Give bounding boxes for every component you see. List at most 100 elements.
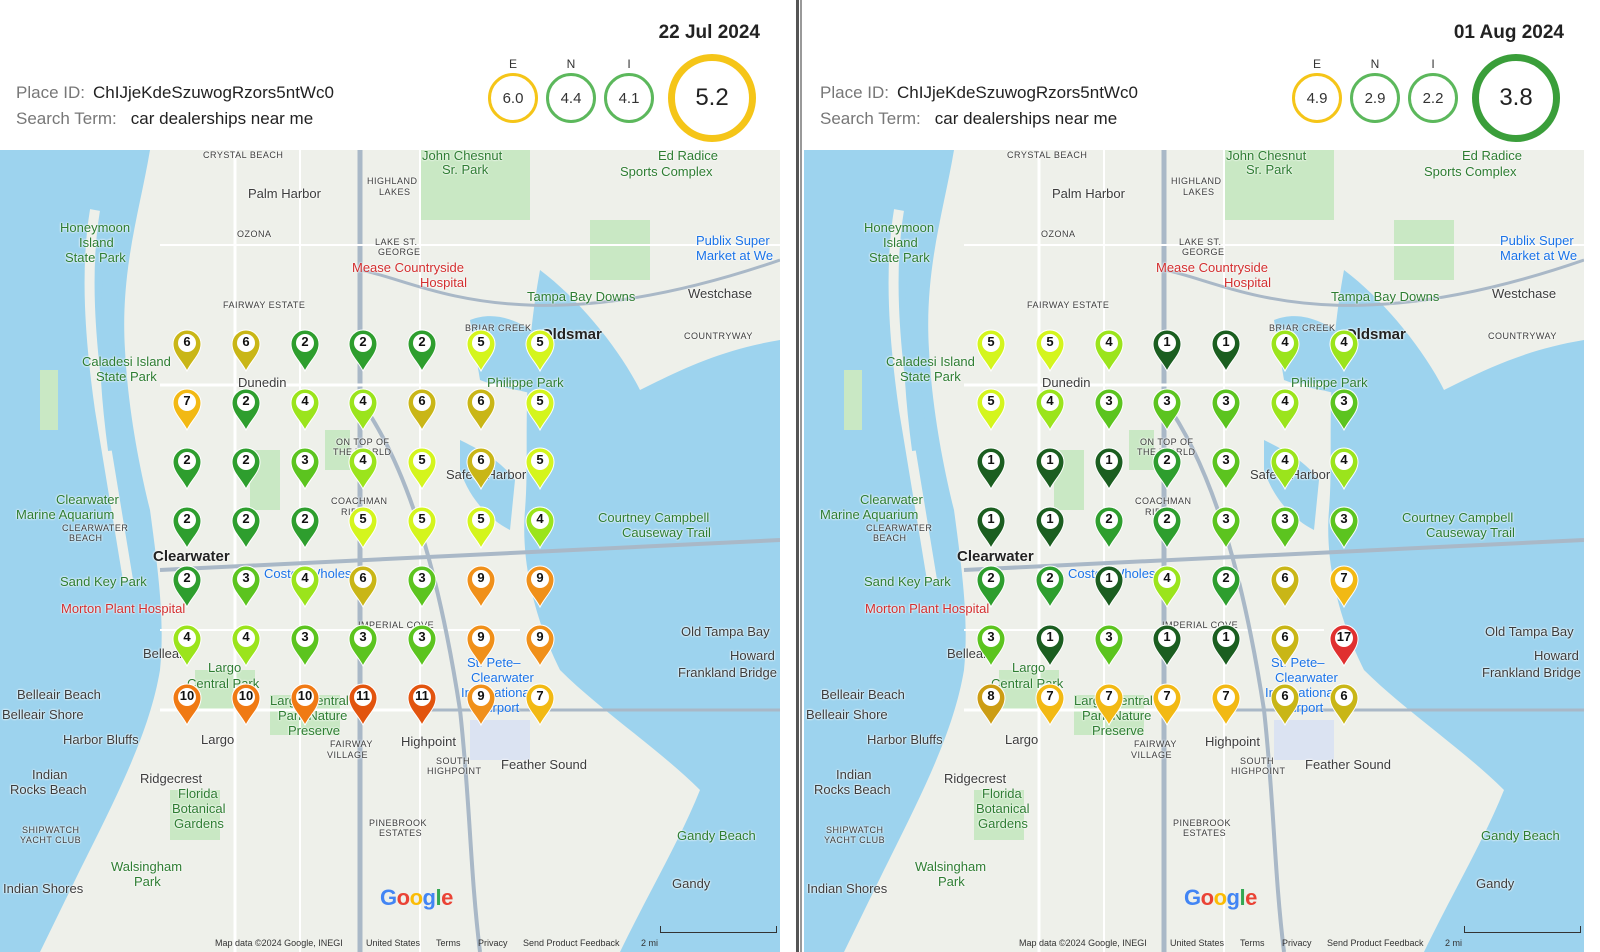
rank-pin[interactable]: 1 <box>1209 328 1243 372</box>
search-term-value[interactable]: car dealerships near me <box>130 109 314 128</box>
rank-pin[interactable]: 4 <box>1092 328 1126 372</box>
rank-pin[interactable]: 7 <box>523 682 557 726</box>
rank-pin[interactable]: 6 <box>405 387 439 431</box>
rank-pin[interactable]: 9 <box>523 623 557 667</box>
rank-pin[interactable]: 3 <box>1327 387 1361 431</box>
rank-pin[interactable]: 2 <box>974 564 1008 608</box>
rank-pin[interactable]: 9 <box>464 623 498 667</box>
rank-pin[interactable]: 3 <box>974 623 1008 667</box>
rank-pin[interactable]: 7 <box>1092 682 1126 726</box>
rank-pin[interactable]: 5 <box>1033 328 1067 372</box>
rank-pin[interactable]: 3 <box>229 564 263 608</box>
rank-pin[interactable]: 1 <box>1033 505 1067 549</box>
rank-pin[interactable]: 1 <box>974 505 1008 549</box>
rank-pin[interactable]: 10 <box>170 682 204 726</box>
rank-pin[interactable]: 4 <box>1150 564 1184 608</box>
rank-pin[interactable]: 7 <box>170 387 204 431</box>
rank-pin[interactable]: 7 <box>1150 682 1184 726</box>
rank-pin[interactable]: 3 <box>1092 387 1126 431</box>
footer-country[interactable]: United States <box>366 938 421 948</box>
footer-country[interactable]: United States <box>1170 938 1225 948</box>
rank-pin[interactable]: 1 <box>1092 446 1126 490</box>
rank-pin[interactable]: 6 <box>1268 564 1302 608</box>
footer-privacy-link[interactable]: Privacy <box>478 938 508 948</box>
rank-pin[interactable]: 3 <box>288 623 322 667</box>
rank-pin[interactable]: 3 <box>288 446 322 490</box>
rank-pin[interactable]: 2 <box>170 564 204 608</box>
rank-pin[interactable]: 4 <box>288 387 322 431</box>
place-id-value[interactable]: ChIJjeKdeSzuwogRzors5ntWc0 <box>896 83 1138 102</box>
rank-pin[interactable]: 5 <box>523 387 557 431</box>
rank-pin[interactable]: 6 <box>170 328 204 372</box>
rank-pin[interactable]: 1 <box>1033 623 1067 667</box>
rank-pin[interactable]: 2 <box>1092 505 1126 549</box>
rank-pin[interactable]: 6 <box>1327 682 1361 726</box>
rank-pin[interactable]: 9 <box>464 682 498 726</box>
rank-pin[interactable]: 4 <box>1327 446 1361 490</box>
rank-pin[interactable]: 4 <box>288 564 322 608</box>
footer-feedback-link[interactable]: Send Product Feedback <box>523 938 620 948</box>
rank-pin[interactable]: 3 <box>346 623 380 667</box>
rank-pin[interactable]: 1 <box>974 446 1008 490</box>
rank-pin[interactable]: 5 <box>464 505 498 549</box>
rank-pin[interactable]: 6 <box>1268 682 1302 726</box>
rank-pin[interactable]: 6 <box>1268 623 1302 667</box>
rank-pin[interactable]: 9 <box>464 564 498 608</box>
rank-pin[interactable]: 3 <box>1209 387 1243 431</box>
rank-pin[interactable]: 3 <box>1268 505 1302 549</box>
rank-grid-map[interactable]: CRYSTAL BEACH John Chesnut Sr. Park Ed Radi… <box>0 150 780 952</box>
rank-pin[interactable]: 9 <box>523 564 557 608</box>
rank-pin[interactable]: 10 <box>229 682 263 726</box>
rank-pin[interactable]: 6 <box>464 446 498 490</box>
rank-pin[interactable]: 7 <box>1033 682 1067 726</box>
rank-pin[interactable]: 1 <box>1209 623 1243 667</box>
rank-pin[interactable]: 2 <box>229 446 263 490</box>
rank-pin[interactable]: 5 <box>405 505 439 549</box>
rank-pin[interactable]: 3 <box>405 623 439 667</box>
rank-pin[interactable]: 2 <box>288 505 322 549</box>
rank-pin[interactable]: 5 <box>523 328 557 372</box>
rank-pin[interactable]: 2 <box>170 446 204 490</box>
rank-pin[interactable]: 4 <box>523 505 557 549</box>
rank-pin[interactable]: 3 <box>1209 446 1243 490</box>
rank-pin[interactable]: 3 <box>1327 505 1361 549</box>
rank-pin[interactable]: 6 <box>346 564 380 608</box>
rank-pin[interactable]: 1 <box>1033 446 1067 490</box>
rank-pin[interactable]: 11 <box>405 682 439 726</box>
place-id-value[interactable]: ChIJjeKdeSzuwogRzors5ntWc0 <box>92 83 334 102</box>
rank-pin[interactable]: 3 <box>1150 387 1184 431</box>
rank-pin[interactable]: 1 <box>1150 623 1184 667</box>
rank-pin[interactable]: 6 <box>464 387 498 431</box>
rank-pin[interactable]: 4 <box>1327 328 1361 372</box>
rank-pin[interactable]: 7 <box>1327 564 1361 608</box>
rank-pin[interactable]: 4 <box>346 387 380 431</box>
footer-feedback-link[interactable]: Send Product Feedback <box>1327 938 1424 948</box>
rank-pin[interactable]: 2 <box>1150 446 1184 490</box>
rank-pin[interactable]: 8 <box>974 682 1008 726</box>
rank-pin[interactable]: 5 <box>974 328 1008 372</box>
footer-terms-link[interactable]: Terms <box>1240 938 1265 948</box>
rank-pin[interactable]: 4 <box>1268 446 1302 490</box>
rank-pin[interactable]: 4 <box>229 623 263 667</box>
rank-pin[interactable]: 2 <box>405 328 439 372</box>
rank-pin[interactable]: 17 <box>1327 623 1361 667</box>
rank-pin[interactable]: 5 <box>464 328 498 372</box>
rank-pin[interactable]: 3 <box>1209 505 1243 549</box>
rank-pin[interactable]: 2 <box>1150 505 1184 549</box>
rank-pin[interactable]: 4 <box>346 446 380 490</box>
rank-pin[interactable]: 2 <box>346 328 380 372</box>
rank-pin[interactable]: 3 <box>1092 623 1126 667</box>
rank-grid-map[interactable]: CRYSTAL BEACH John Chesnut Sr. Park Ed Radi… <box>804 150 1584 952</box>
rank-pin[interactable]: 7 <box>1209 682 1243 726</box>
rank-pin[interactable]: 2 <box>288 328 322 372</box>
rank-pin[interactable]: 6 <box>229 328 263 372</box>
rank-pin[interactable]: 2 <box>1209 564 1243 608</box>
footer-terms-link[interactable]: Terms <box>436 938 461 948</box>
rank-pin[interactable]: 11 <box>346 682 380 726</box>
rank-pin[interactable]: 2 <box>170 505 204 549</box>
rank-pin[interactable]: 4 <box>1268 387 1302 431</box>
rank-pin[interactable]: 5 <box>346 505 380 549</box>
rank-pin[interactable]: 1 <box>1150 328 1184 372</box>
rank-pin[interactable]: 4 <box>1268 328 1302 372</box>
rank-pin[interactable]: 4 <box>170 623 204 667</box>
